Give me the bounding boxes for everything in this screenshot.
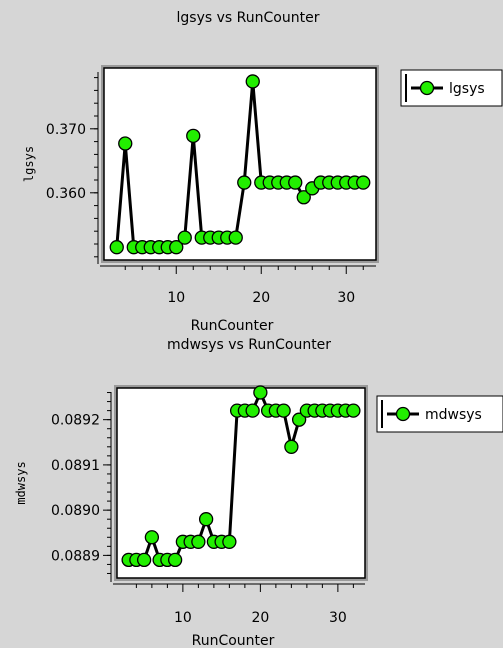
data-point [109, 240, 124, 255]
y-tick-label: 0.0889 [51, 548, 100, 564]
data-point [177, 230, 192, 245]
x-tick-label: 10 [174, 610, 192, 626]
y-tick-label: 0.360 [46, 186, 86, 202]
chart-title: lgsys vs RunCounter [177, 10, 320, 26]
data-point [186, 128, 201, 143]
x-axis-label: RunCounter [191, 318, 274, 334]
x-tick-label: 20 [252, 290, 270, 306]
y-tick-label: 0.0890 [51, 503, 100, 519]
data-point [169, 240, 184, 255]
data-point [346, 403, 361, 418]
y-axis-label: lgsys [22, 146, 36, 182]
legend-edge [405, 74, 407, 102]
data-point [356, 175, 371, 190]
data-point [253, 385, 268, 400]
legend: mdwsys [376, 395, 503, 433]
data-point [167, 552, 183, 568]
x-tick-label: 20 [251, 610, 269, 626]
data-point [245, 74, 260, 89]
data-point [144, 530, 160, 545]
y-tick-label: 0.370 [46, 122, 86, 138]
y-tick-label: 0.0892 [51, 413, 100, 429]
legend-label: lgsys [449, 81, 485, 97]
data-point [245, 403, 260, 418]
data-point [284, 439, 299, 454]
legend-marker [419, 80, 435, 96]
x-tick-label: 30 [329, 610, 347, 626]
data-point [118, 136, 133, 151]
data-point [136, 552, 152, 568]
y-tick-label: 0.0891 [51, 458, 100, 474]
y-axis-label: mdwsys [14, 461, 28, 504]
data-point [198, 512, 214, 527]
data-point [276, 403, 291, 418]
legend-marker [395, 406, 411, 422]
data-point [296, 190, 311, 205]
x-tick-label: 10 [167, 290, 185, 306]
legend-edge [381, 400, 383, 428]
chart-title: mdwsys vs RunCounter [167, 337, 331, 353]
chart-1: lgsys vs RunCounter 10 20 30 0.360 0.370 RunCo… [22, 10, 503, 334]
plot-area [103, 67, 377, 261]
legend-label: mdwsys [425, 407, 482, 423]
chart-2: mdwsys vs RunCounter 10 20 30 0.0889 0.0890 0.… [14, 337, 503, 648]
data-point [237, 175, 252, 190]
data-point [291, 412, 307, 427]
x-axis-label: RunCounter [192, 633, 275, 648]
plot-area [116, 387, 366, 579]
x-tick-label: 30 [337, 290, 355, 306]
legend: lgsys [400, 69, 503, 107]
data-point [228, 230, 243, 245]
data-point [222, 534, 237, 549]
data-point [191, 534, 206, 549]
data-point [288, 175, 303, 190]
